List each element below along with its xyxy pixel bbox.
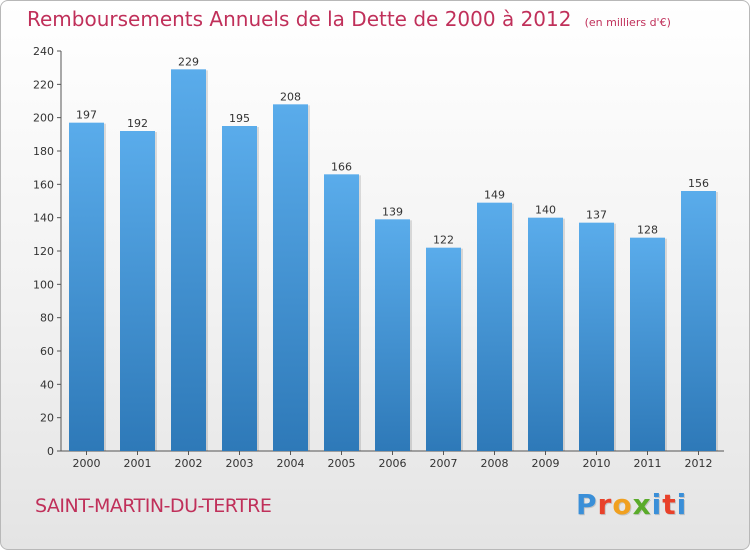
bar-value-label: 195: [229, 112, 250, 125]
y-tick-label: 120: [33, 245, 54, 258]
bar-value-label: 156: [688, 177, 709, 190]
bar: [222, 126, 257, 451]
logo-letter: o: [612, 488, 633, 521]
bar-value-label: 140: [535, 204, 556, 217]
x-tick-label: 2010: [583, 457, 611, 470]
y-tick-label: 200: [33, 112, 54, 125]
logo-letter: t: [662, 488, 677, 521]
y-tick-label: 180: [33, 145, 54, 158]
bar-value-label: 192: [127, 117, 148, 130]
x-tick-label: 2003: [226, 457, 254, 470]
bar: [69, 122, 104, 452]
x-tick-label: 2011: [634, 457, 662, 470]
bar: [477, 202, 512, 451]
y-tick-label: 140: [33, 212, 54, 225]
x-tick-label: 2001: [124, 457, 152, 470]
bar-value-label: 208: [280, 90, 301, 103]
bar-value-label: 139: [382, 205, 403, 218]
bar-value-label: 122: [433, 234, 454, 247]
x-tick-label: 2008: [481, 457, 509, 470]
y-tick-label: 40: [40, 378, 54, 391]
bar: [120, 131, 155, 451]
logo-letter: i: [651, 488, 663, 521]
bar: [273, 104, 308, 451]
bar-value-label: 166: [331, 160, 352, 173]
x-tick-label: 2009: [532, 457, 560, 470]
x-tick-label: 2006: [379, 457, 407, 470]
bar-value-label: 229: [178, 55, 199, 68]
bar: [375, 219, 410, 451]
y-tick-label: 80: [40, 312, 54, 325]
y-tick-label: 160: [33, 178, 54, 191]
bar: [528, 217, 563, 451]
x-tick-label: 2002: [175, 457, 203, 470]
y-tick-label: 100: [33, 278, 54, 291]
logo-letter: r: [597, 488, 613, 521]
commune-name: SAINT-MARTIN-DU-TERTRE: [35, 495, 272, 517]
bar-value-label: 137: [586, 209, 607, 222]
bar: [426, 247, 461, 451]
bar: [171, 69, 206, 451]
logo-letter: P: [576, 488, 598, 521]
chart-title: Remboursements Annuels de la Dette de 20…: [27, 7, 572, 31]
proxiti-logo: Proxiti: [576, 488, 687, 521]
bar: [324, 174, 359, 452]
chart-subtitle: (en milliers d'€): [584, 16, 671, 29]
bar-value-label: 128: [637, 224, 658, 237]
bar-value-label: 197: [76, 109, 97, 122]
bar-value-label: 149: [484, 189, 505, 202]
y-tick-label: 60: [40, 345, 54, 358]
y-tick-label: 20: [40, 412, 54, 425]
x-tick-label: 2004: [277, 457, 305, 470]
bar: [681, 191, 716, 451]
x-tick-label: 2007: [430, 457, 458, 470]
x-tick-label: 2000: [73, 457, 101, 470]
x-tick-label: 2012: [685, 457, 713, 470]
y-tick-label: 220: [33, 78, 54, 91]
logo-letter: i: [676, 488, 688, 521]
logo-letter: x: [632, 488, 652, 521]
x-tick-label: 2005: [328, 457, 356, 470]
chart-title-block: Remboursements Annuels de la Dette de 20…: [27, 7, 671, 31]
y-tick-label: 0: [47, 445, 54, 458]
y-tick-label: 240: [33, 45, 54, 58]
bar: [630, 237, 665, 451]
bar: [579, 222, 614, 451]
